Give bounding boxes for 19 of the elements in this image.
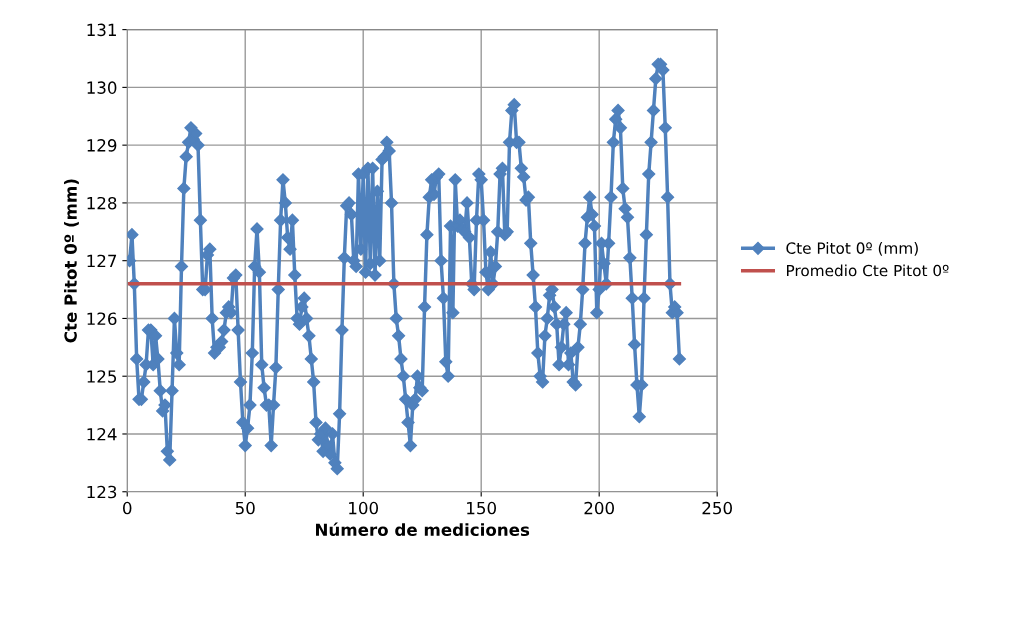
x-tick-label: 0: [123, 501, 132, 515]
y-tick-label: 131: [87, 23, 116, 37]
x-axis-title: Número de mediciones: [316, 522, 530, 537]
x-tick-label: 150: [467, 501, 496, 515]
y-tick-label: 129: [87, 139, 117, 152]
y-tick-label: 127: [87, 254, 117, 268]
legend-label: Promedio Cte Pitot 0º: [787, 264, 949, 277]
y-axis-title: Cte Pitot 0º (mm): [64, 179, 79, 343]
x-tick-label: 200: [584, 501, 614, 515]
y-tick-label: 123: [87, 485, 117, 499]
y-tick-label: 126: [87, 312, 117, 326]
x-tick-label: 50: [235, 501, 255, 515]
x-tick-label: 250: [702, 501, 732, 515]
y-tick-label: 125: [87, 370, 117, 383]
y-tick-label: 124: [87, 427, 117, 441]
x-tick-label: 100: [349, 501, 378, 515]
legend-label: Cte Pitot 0º (mm): [786, 242, 918, 256]
y-tick-label: 130: [87, 81, 117, 94]
y-tick-label: 128: [87, 196, 117, 210]
